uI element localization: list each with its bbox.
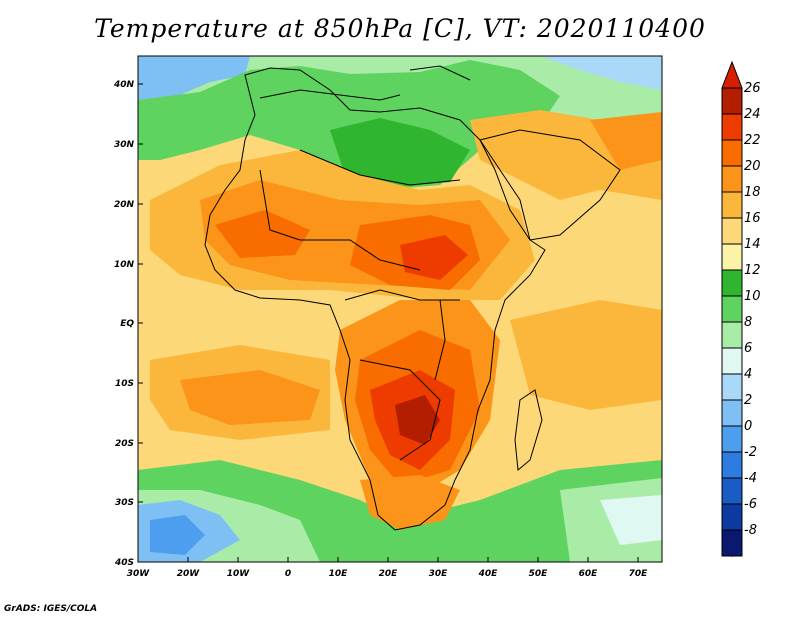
latitude-labels: 40N 30N 20N 10N EQ 10S 20S 30S 40S: [113, 80, 135, 568]
colorbar-label: 8: [744, 315, 752, 330]
lat-label-eq: EQ: [120, 319, 134, 329]
colorbar-label: 0: [744, 419, 752, 434]
colorbar-swatch: [721, 425, 743, 453]
colorbar-swatch: [721, 243, 743, 271]
lat-label-10n: 10N: [114, 260, 135, 270]
colorbar-swatch: [721, 295, 743, 323]
colorbar-label: -2: [744, 445, 757, 460]
colorbar-label: 20: [744, 159, 761, 174]
longitude-labels: 30W 20W 10W 0 10E 20E 30E 40E 50E 60E 70…: [127, 569, 648, 579]
colorbar-label: 6: [744, 341, 752, 356]
lon-label-60e: 60E: [579, 569, 599, 579]
colorbar-label: 18: [744, 185, 761, 200]
colorbar-label: 14: [744, 237, 761, 252]
colorbar-label: -8: [744, 523, 757, 538]
colorbar-top-arrow: [721, 60, 743, 89]
colorbar-swatch: [721, 373, 743, 401]
colorbar-label: -4: [744, 471, 757, 486]
colorbar-swatch: [721, 113, 743, 141]
colorbar-swatch: [721, 399, 743, 427]
colorbar-swatch: [721, 321, 743, 349]
colorbar-swatch: [721, 191, 743, 219]
colorbar-label: -6: [744, 497, 757, 512]
colorbar-label: 22: [744, 133, 761, 148]
colorbar-swatch: [721, 139, 743, 167]
colorbar-swatch: [721, 529, 743, 557]
colorbar-swatch: [721, 165, 743, 193]
colorbar-label: 12: [744, 263, 761, 278]
colorbar-label: 2: [744, 393, 752, 408]
colorbar-swatch: [721, 451, 743, 479]
colorbar-label: 10: [744, 289, 761, 304]
lon-label-10e: 10E: [329, 569, 349, 579]
lon-label-70e: 70E: [629, 569, 649, 579]
axis-ticks: [137, 83, 639, 563]
lat-label-40s: 40S: [114, 558, 134, 568]
colorbar-swatch: [721, 269, 743, 297]
lat-label-20n: 20N: [114, 200, 135, 210]
colorbar-label: 16: [744, 211, 761, 226]
lon-label-20w: 20W: [177, 569, 201, 579]
lat-label-20s: 20S: [115, 439, 134, 449]
lat-label-40n: 40N: [113, 80, 135, 90]
lon-label-0: 0: [285, 569, 291, 579]
colorbar-swatch: [721, 503, 743, 531]
lon-label-10w: 10W: [227, 569, 251, 579]
lat-label-10s: 10S: [115, 379, 134, 389]
grads-credit: GrADS: IGES/COLA: [4, 604, 98, 614]
colorbar-swatch: [721, 477, 743, 505]
plot-frame: [137, 55, 663, 563]
lat-label-30s: 30S: [115, 498, 134, 508]
lat-label-30n: 30N: [114, 140, 135, 150]
colorbar-swatch: [721, 87, 743, 115]
colorbar-label: 4: [744, 367, 752, 382]
lon-label-40e: 40E: [478, 569, 499, 579]
lon-label-30w: 30W: [127, 569, 151, 579]
coastlines: [204, 65, 621, 531]
lon-label-30e: 30E: [429, 569, 449, 579]
lon-label-50e: 50E: [529, 569, 549, 579]
colorbar-swatch: [721, 217, 743, 245]
colorbar-swatch: [721, 347, 743, 375]
map-title: Temperature at 850hPa [C], VT: 202011040…: [94, 14, 706, 43]
temperature-field: [138, 56, 662, 562]
colorbar-label: 24: [744, 107, 761, 122]
lon-label-20e: 20E: [379, 569, 399, 579]
colorbar-label: 26: [744, 81, 761, 96]
